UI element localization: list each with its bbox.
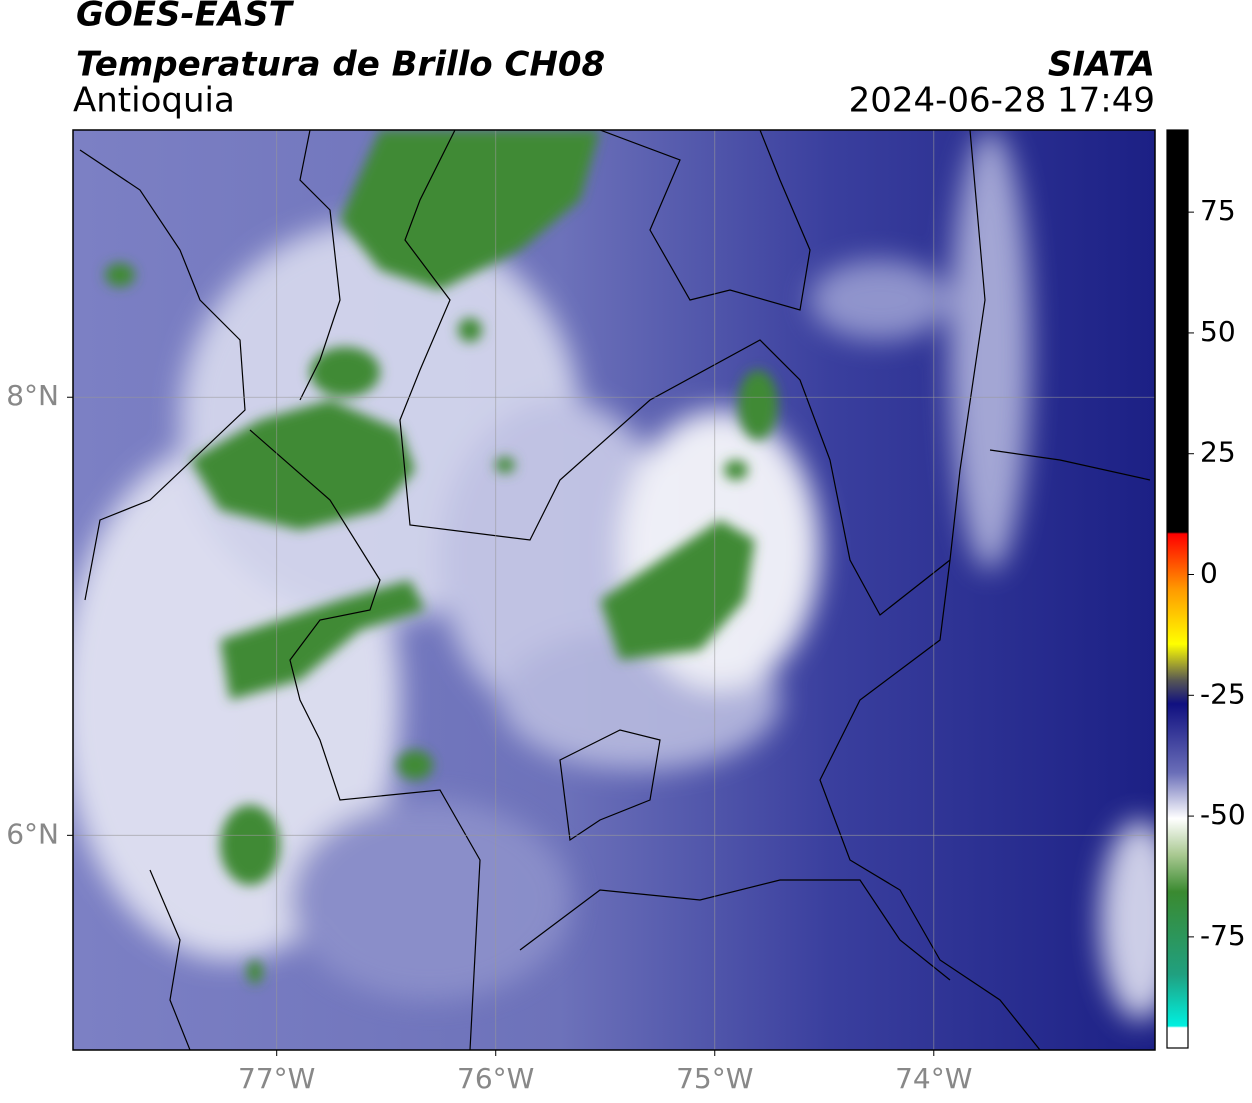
y-tick-label: 8°N (6, 379, 59, 412)
x-tick-label: 74°W (895, 1062, 972, 1095)
colorbar-tick-label: -75 (1200, 919, 1246, 952)
x-tick-label: 76°W (457, 1062, 534, 1095)
satellite-image (73, 130, 1155, 1050)
map-frame (72, 129, 1156, 1051)
colorbar (1166, 129, 1189, 1049)
region: Antioquia (73, 81, 235, 121)
colorbar-tick-label: 50 (1200, 315, 1236, 348)
colorbar-tick-label: 0 (1200, 557, 1218, 590)
grid (73, 130, 1155, 1050)
source: SIATA (1048, 45, 1155, 85)
x-tick-label: 75°W (676, 1062, 753, 1095)
colorbar-tick-label: 25 (1200, 436, 1236, 469)
y-tick-label: 6°N (6, 817, 59, 850)
datetime: 2024-06-28 17:49 (849, 81, 1155, 121)
colorbar-tick-label: 75 (1200, 194, 1236, 227)
title: GOES-EAST (76, 0, 295, 35)
x-tick-label: 77°W (238, 1062, 315, 1095)
colorbar-tick-label: -50 (1200, 798, 1246, 831)
colorbar-tick-label: -25 (1200, 677, 1246, 710)
subtitle: Temperatura de Brillo CH08 (76, 45, 605, 85)
